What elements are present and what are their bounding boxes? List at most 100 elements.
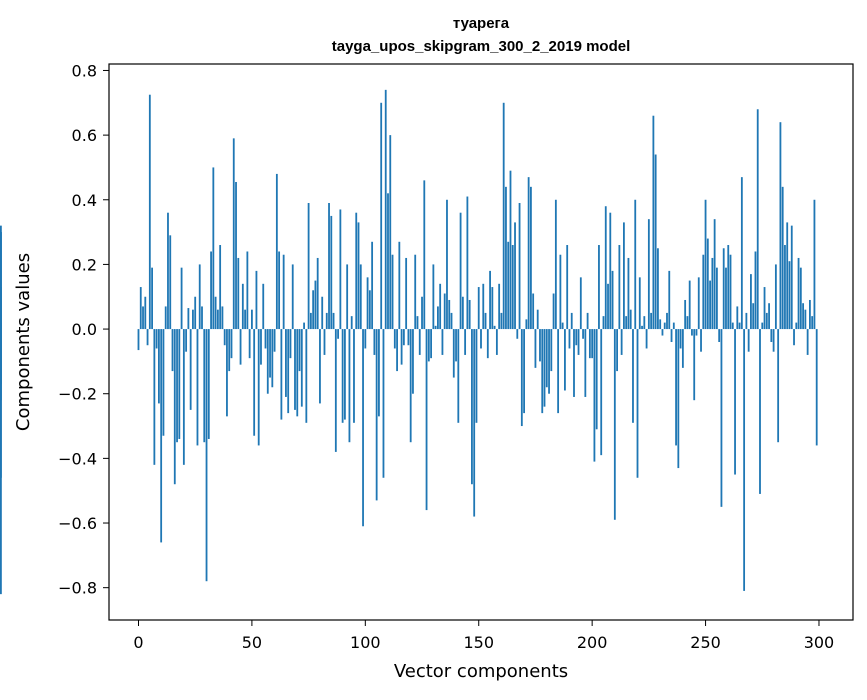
bar [759, 329, 761, 494]
bar [366, 277, 369, 330]
bar [498, 283, 501, 330]
bar [325, 312, 328, 330]
bar [0, 329, 2, 595]
bar [389, 135, 392, 330]
bar [226, 329, 228, 417]
bar [323, 329, 326, 355]
bar [643, 316, 646, 330]
y-tick-label: −0.8 [58, 579, 97, 598]
bar [654, 154, 657, 330]
bar [539, 329, 541, 362]
bar [632, 329, 634, 423]
bar [205, 329, 208, 582]
bar [591, 329, 594, 359]
bar [756, 109, 759, 330]
bar [491, 287, 494, 330]
bar [443, 293, 446, 330]
bar [264, 329, 267, 349]
bar [743, 329, 746, 591]
bar [505, 186, 507, 330]
bar [253, 329, 256, 436]
bar [502, 102, 505, 330]
bar [450, 312, 453, 330]
bar [371, 241, 374, 330]
bar [448, 299, 451, 330]
bar [350, 316, 353, 330]
bar [337, 329, 339, 339]
bar [679, 329, 682, 349]
bar [189, 329, 192, 410]
bar [618, 245, 621, 330]
bar [523, 329, 525, 414]
bar [536, 309, 539, 330]
bar [151, 267, 153, 330]
bar [815, 329, 818, 446]
bar [468, 299, 471, 330]
bar [427, 329, 430, 362]
bar [455, 329, 457, 362]
bar [734, 329, 736, 475]
bar [260, 329, 262, 365]
bar [548, 329, 550, 394]
bar-series [0, 89, 818, 595]
bar [752, 303, 755, 330]
bar [620, 329, 623, 355]
y-tick-label: −0.4 [58, 449, 97, 468]
bar [148, 94, 151, 330]
bar [486, 329, 489, 359]
bar [241, 283, 244, 330]
bar [493, 325, 496, 330]
bar [661, 329, 664, 336]
bar [362, 329, 364, 527]
bar [237, 257, 240, 330]
bar [809, 299, 811, 330]
bar [355, 212, 358, 330]
bar [282, 254, 285, 330]
bar [747, 329, 750, 352]
bar [550, 329, 553, 372]
bar [623, 222, 625, 330]
bar [650, 312, 653, 330]
bar [387, 193, 389, 330]
bar [802, 303, 804, 330]
bar [788, 261, 791, 330]
bar [169, 235, 172, 330]
bar [790, 225, 793, 330]
bar [164, 306, 167, 330]
bar [393, 329, 396, 349]
bar [235, 181, 237, 330]
bar [321, 296, 324, 330]
bar [781, 186, 784, 330]
bar [518, 203, 521, 330]
bar [398, 241, 401, 330]
bar [588, 329, 591, 359]
bar [192, 309, 194, 330]
bar [525, 319, 528, 330]
bar [328, 203, 330, 330]
bar [568, 329, 571, 349]
bar [566, 245, 569, 330]
x-tick-label: 50 [242, 633, 262, 652]
bar [561, 322, 564, 330]
bar [407, 329, 410, 346]
bar [729, 254, 732, 330]
bar [700, 329, 702, 352]
bar [799, 267, 802, 330]
bar [303, 322, 305, 330]
bar [423, 180, 426, 330]
bar [319, 329, 321, 404]
bar [763, 287, 766, 330]
bar [527, 177, 530, 330]
y-axis-label: Components values [13, 253, 34, 431]
bar [554, 199, 557, 330]
bar [668, 270, 671, 330]
bar [636, 329, 639, 478]
bar [219, 245, 222, 330]
bar [672, 322, 675, 330]
bar [137, 329, 140, 351]
bar [409, 329, 412, 443]
bar [754, 251, 757, 330]
bar [437, 306, 439, 330]
bar [278, 251, 281, 330]
